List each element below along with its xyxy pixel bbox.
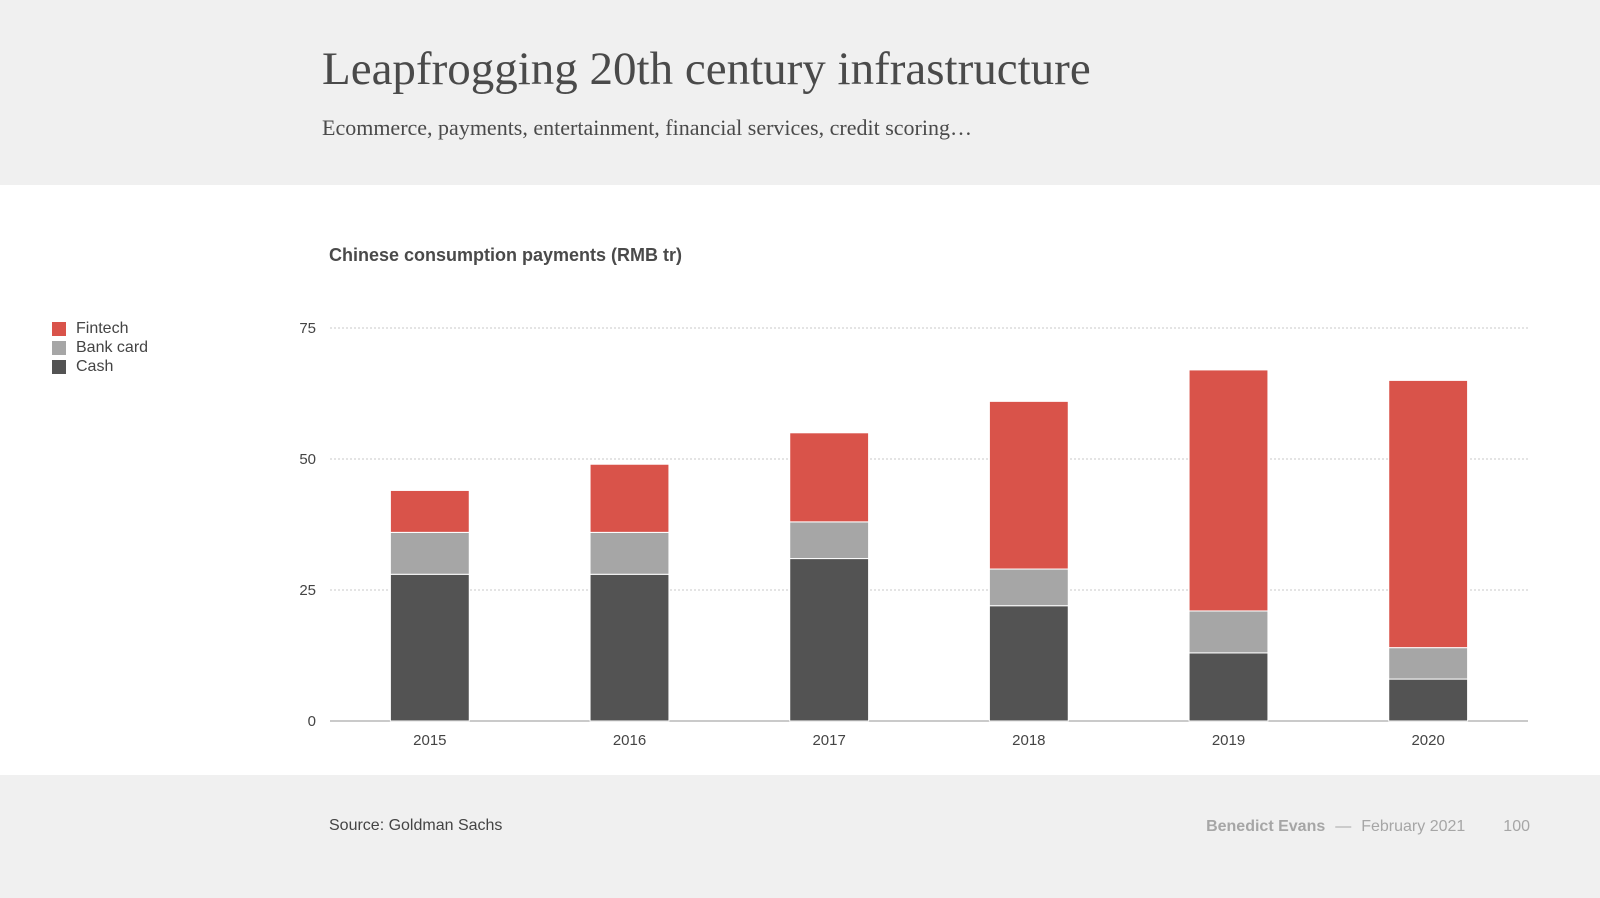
bar-fintech-2016 (589, 463, 670, 533)
bar-cash-2019 (1188, 652, 1269, 722)
legend-swatch-cash (52, 359, 66, 374)
legend-label-bank-card: Bank card (76, 338, 149, 356)
chart-panel: Chinese consumption payments (RMB tr) Fi… (0, 185, 1600, 775)
bar-bank-card-2015 (389, 531, 470, 575)
bar-fintech-2020 (1388, 379, 1469, 649)
legend-item-cash: Cash (52, 357, 148, 376)
bar-bank-card-2020 (1388, 647, 1469, 680)
stacked-bar-chart: 0 25 50 75 2015 2016 2017 2018 2019 2020 (299, 320, 1528, 749)
slide-title: Leapfrogging 20th century infrastructure (322, 43, 1091, 95)
x-tick-label-2019: 2019 (1212, 732, 1245, 749)
x-tick-label-2016: 2016 (613, 732, 646, 749)
legend-swatch-bank-card (52, 340, 66, 355)
bar-bank-card-2016 (589, 531, 670, 575)
author-name: Benedict Evans (1206, 818, 1326, 835)
credit-separator: — (1335, 818, 1352, 835)
credit-line: Benedict Evans — February 2021 100 (1206, 818, 1530, 836)
y-tick-label-75: 75 (299, 320, 316, 337)
slide-footer: Source: Goldman Sachs Benedict Evans — F… (0, 775, 1600, 898)
x-tick-label-2020: 2020 (1411, 732, 1444, 749)
slide-header: Leapfrogging 20th century infrastructure… (0, 0, 1600, 185)
x-tick-label-2017: 2017 (812, 732, 845, 749)
x-tick-label-2015: 2015 (413, 732, 446, 749)
bar-cash-2015 (389, 573, 470, 722)
bar-cash-2020 (1388, 678, 1469, 722)
bar-fintech-2018 (988, 400, 1069, 570)
publication-date: February 2021 (1361, 818, 1466, 835)
y-tick-label-50: 50 (299, 451, 316, 468)
legend-item-bank-card: Bank card (52, 338, 148, 357)
source-note: Source: Goldman Sachs (329, 817, 503, 834)
bar-fintech-2015 (389, 489, 470, 533)
bar-fintech-2019 (1188, 369, 1269, 612)
bar-cash-2016 (589, 573, 670, 722)
bar-fintech-2017 (789, 432, 870, 523)
chart-title: Chinese consumption payments (RMB tr) (329, 245, 683, 265)
bar-cash-2018 (988, 605, 1069, 722)
bar-bank-card-2017 (789, 521, 870, 560)
bar-cash-2017 (789, 558, 870, 722)
x-tick-label-2018: 2018 (1012, 732, 1045, 749)
legend-swatch-fintech (52, 321, 66, 336)
slide-subtitle: Ecommerce, payments, entertainment, fina… (322, 115, 972, 140)
legend-label-cash: Cash (76, 357, 114, 375)
chart-legend: Fintech Bank card Cash (52, 319, 148, 376)
bar-bank-card-2018 (988, 568, 1069, 607)
legend-item-fintech: Fintech (52, 319, 148, 338)
bar-bank-card-2019 (1188, 610, 1269, 654)
legend-label-fintech: Fintech (76, 319, 129, 337)
y-tick-label-0: 0 (308, 713, 316, 730)
y-tick-label-25: 25 (299, 582, 316, 599)
page-number: 100 (1503, 818, 1530, 835)
